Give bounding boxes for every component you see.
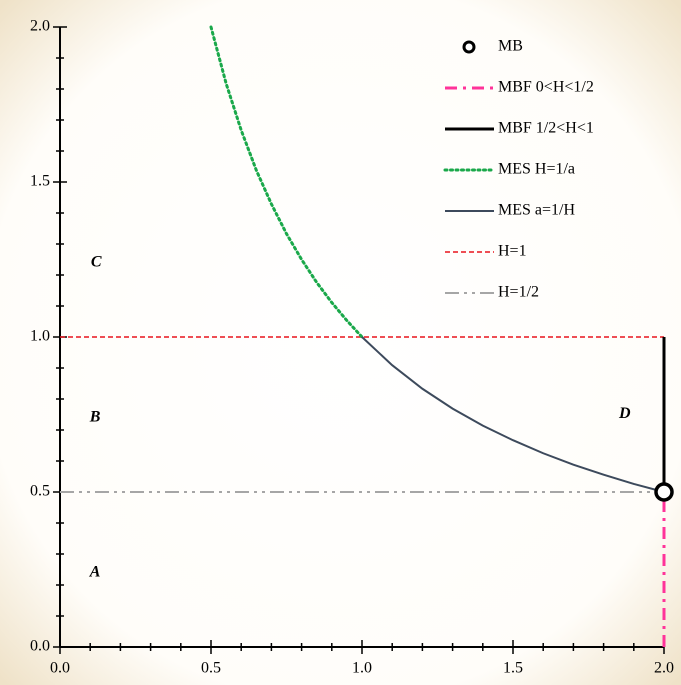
legend-label: MBF 1/2<H<1	[498, 120, 594, 137]
y-tick-label: 0.0	[30, 638, 50, 655]
y-tick-label: 1.0	[30, 328, 50, 345]
x-tick-label: 1.5	[503, 660, 523, 677]
legend-label: H=1/2	[498, 284, 539, 301]
region-label: C	[91, 253, 102, 270]
legend-label: MES H=1/a	[498, 161, 575, 178]
region-label: A	[89, 563, 101, 580]
series-line	[209, 25, 364, 339]
legend-label: MES a=1/H	[498, 202, 575, 219]
x-tick-label: 2.0	[654, 660, 674, 677]
marker	[654, 482, 674, 502]
region-label: D	[618, 405, 631, 422]
region-label: B	[89, 408, 101, 425]
y-tick-label: 2.0	[30, 18, 50, 35]
x-tick-label: 0.5	[201, 660, 221, 677]
legend-label: MBF 0<H<1/2	[498, 79, 594, 96]
legend-marker	[462, 40, 476, 54]
series-line	[361, 336, 665, 493]
plot: 0.0 0.5 1.0 1.5 2.0 0.0 0.5 1.0 1.5 2.0 MB MBF 0<H<…	[30, 18, 674, 677]
y-tick-label: 0.5	[30, 483, 50, 500]
legend-label: H=1	[498, 243, 527, 260]
x-tick-label: 0.0	[50, 660, 70, 677]
y-tick-label: 1.5	[30, 173, 50, 190]
x-tick-label: 1.0	[352, 660, 372, 677]
legend-label: MB	[498, 38, 523, 55]
